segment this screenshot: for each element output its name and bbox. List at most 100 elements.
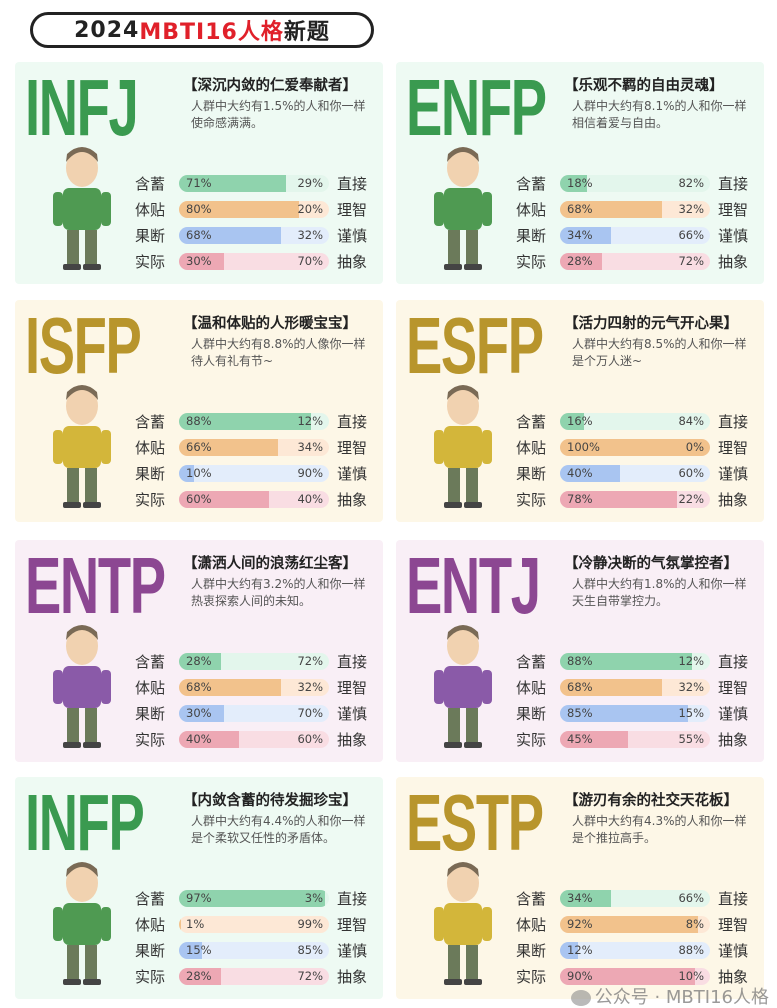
trait-bar-fill [560, 252, 602, 270]
trait-left-label: 实际 [135, 967, 166, 986]
character-illustration [53, 385, 111, 508]
trait-bar-fill [560, 678, 662, 696]
trait-right-value: 15% [678, 705, 704, 720]
trait-bar-fill [560, 200, 662, 218]
type-code: ISFP [25, 301, 142, 390]
trait-right-value: 60% [297, 731, 323, 746]
trait-row: 体贴 68% 32% 理智 [135, 677, 379, 697]
trait-right-value: 60% [678, 465, 704, 480]
trait-left-label: 含蓄 [516, 889, 547, 908]
trait-bar-fill [179, 438, 278, 456]
page-title: 2024 MBTI16人格 新题 [30, 12, 374, 48]
trait-left-label: 体贴 [516, 678, 547, 697]
description: 人群中大约有3.2%的人和你一样热衷探索人间的未知。 [191, 577, 366, 608]
trait-right-value: 72% [297, 653, 323, 668]
trait-bar-fill [179, 730, 239, 748]
trait-bar: 28% 72% [560, 252, 710, 270]
trait-row: 果断 40% 60% 谨慎 [516, 463, 760, 483]
trait-right-value: 85% [297, 942, 323, 957]
trait-left-value: 40% [186, 731, 212, 746]
trait-bar: 88% 12% [560, 652, 710, 670]
trait-left-label: 果断 [135, 941, 166, 960]
trait-bar-fill [560, 490, 677, 508]
tagline: 【潇洒人间的浪荡红尘客】 [183, 556, 357, 572]
description: 人群中大约有8.1%的人和你一样相信着爱与自由。 [572, 99, 747, 130]
tagline: 【活力四射的元气开心果】 [564, 316, 738, 332]
trait-left-label: 果断 [516, 704, 547, 723]
trait-left-value: 12% [567, 942, 593, 957]
trait-row: 实际 90% 10% 抽象 [516, 966, 760, 986]
trait-right-value: 84% [678, 413, 704, 428]
trait-bar-fill [560, 889, 611, 907]
trait-bar-fill [179, 412, 311, 430]
trait-left-label: 果断 [516, 226, 547, 245]
trait-left-label: 含蓄 [516, 652, 547, 671]
description: 人群中大约有1.8%的人和你一样天生自带掌控力。 [572, 577, 747, 608]
trait-left-value: 34% [567, 227, 593, 242]
type-code: INFJ [25, 63, 139, 152]
trait-row: 含蓄 28% 72% 直接 [135, 651, 379, 671]
trait-bar: 78% 22% [560, 490, 710, 508]
trait-bar: 68% 32% [179, 226, 329, 244]
trait-row: 含蓄 97% 3% 直接 [135, 888, 379, 908]
trait-left-value: 71% [186, 175, 212, 190]
trait-right-value: 70% [297, 705, 323, 720]
trait-row: 含蓄 18% 82% 直接 [516, 173, 760, 193]
panel-enfp: ENFP 【乐观不羁的自由灵魂】 人群中大约有8.1%的人和你一样相信着爱与自由… [396, 62, 764, 284]
trait-left-value: 28% [186, 968, 212, 983]
panel-isfp: ISFP 【温和体贴的人形暖宝宝】 人群中大约有8.8%的人像你一样待人有礼有节… [15, 300, 383, 522]
description: 人群中大约有4.3%的人和你一样是个推拉高手。 [572, 814, 747, 845]
trait-left-value: 100% [567, 439, 600, 454]
trait-bar: 66% 34% [179, 438, 329, 456]
tagline: 【游刃有余的社交天花板】 [564, 793, 738, 809]
trait-left-value: 1% [186, 916, 205, 931]
trait-row: 实际 45% 55% 抽象 [516, 729, 760, 749]
trait-bar-fill [179, 915, 181, 933]
trait-row: 体贴 92% 8% 理智 [516, 914, 760, 934]
trait-bar-fill [179, 678, 281, 696]
trait-row: 果断 15% 85% 谨慎 [135, 940, 379, 960]
trait-left-value: 80% [186, 201, 212, 216]
trait-row: 果断 85% 15% 谨慎 [516, 703, 760, 723]
trait-bar: 1% 99% [179, 915, 329, 933]
tagline: 【冷静决断的气氛掌控者】 [564, 556, 738, 572]
watermark-text: 公众号 · MBTI16人格 [594, 987, 769, 1008]
trait-row: 实际 28% 72% 抽象 [516, 251, 760, 271]
title-year: 2024 [74, 17, 140, 43]
trait-bar-fill [179, 464, 194, 482]
trait-bar: 45% 55% [560, 730, 710, 748]
trait-row: 体贴 1% 99% 理智 [135, 914, 379, 934]
trait-row: 果断 30% 70% 谨慎 [135, 703, 379, 723]
trait-left-label: 实际 [516, 730, 547, 749]
trait-bar-fill [179, 652, 221, 670]
trait-right-value: 70% [297, 253, 323, 268]
trait-bar: 60% 40% [179, 490, 329, 508]
description: 人群中大约有8.8%的人像你一样待人有礼有节~ [191, 337, 366, 368]
trait-left-value: 34% [567, 890, 593, 905]
trait-row: 实际 78% 22% 抽象 [516, 489, 760, 509]
trait-row: 果断 34% 66% 谨慎 [516, 225, 760, 245]
trait-left-label: 含蓄 [135, 174, 166, 193]
trait-bar-fill [560, 412, 584, 430]
trait-right-value: 12% [297, 413, 323, 428]
panel-esfp: ESFP 【活力四射的元气开心果】 人群中大约有8.5%的人和你一样是个万人迷~… [396, 300, 764, 522]
trait-left-value: 97% [186, 890, 212, 905]
trait-bar: 15% 85% [179, 941, 329, 959]
trait-bar: 68% 32% [179, 678, 329, 696]
trait-right-label: 抽象 [337, 490, 368, 509]
trait-left-value: 10% [186, 465, 212, 480]
trait-right-label: 谨慎 [337, 704, 368, 723]
trait-bar: 10% 90% [179, 464, 329, 482]
trait-left-label: 体贴 [516, 915, 547, 934]
trait-bar-fill [179, 252, 224, 270]
trait-right-value: 88% [678, 942, 704, 957]
trait-bar: 34% 66% [560, 226, 710, 244]
trait-right-value: 90% [297, 465, 323, 480]
trait-right-label: 抽象 [337, 730, 368, 749]
trait-left-value: 78% [567, 491, 593, 506]
trait-right-value: 72% [297, 968, 323, 983]
character-illustration [434, 147, 492, 270]
trait-right-label: 直接 [337, 889, 368, 908]
tagline: 【温和体贴的人形暖宝宝】 [183, 316, 357, 332]
trait-row: 果断 12% 88% 谨慎 [516, 940, 760, 960]
